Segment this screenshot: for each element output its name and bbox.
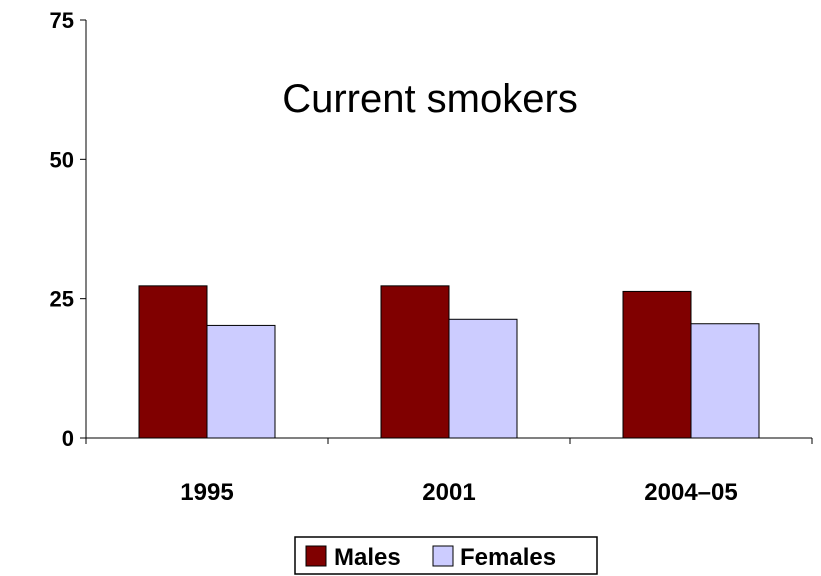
bars-group	[138, 285, 760, 439]
y-tick-label: 25	[50, 287, 74, 312]
bar-males-1	[380, 285, 450, 439]
chart-title: Current smokers	[282, 77, 578, 121]
bar-males-2	[622, 290, 692, 439]
legend-label-females: Females	[460, 544, 556, 571]
bar-females-2	[690, 323, 760, 439]
legend-swatch-females	[432, 545, 454, 567]
legend-swatch-males	[305, 545, 327, 567]
y-axis-ticks: 0 25 50 75	[50, 8, 86, 451]
y-tick-label: 50	[50, 147, 74, 172]
x-category-label: 1995	[180, 479, 233, 506]
x-category-label: 2001	[422, 479, 475, 506]
x-axis-ticks: 1995 2001 2004–05	[85, 438, 813, 506]
bar-females-0	[206, 324, 276, 439]
bar-females-1	[448, 318, 518, 439]
y-tick-label: 0	[62, 426, 74, 451]
bar-males-0	[138, 285, 208, 439]
x-category-label: 2004–05	[644, 479, 737, 506]
legend: Males Females	[294, 536, 598, 575]
legend-label-males: Males	[334, 544, 401, 571]
y-tick-label: 75	[50, 8, 74, 33]
